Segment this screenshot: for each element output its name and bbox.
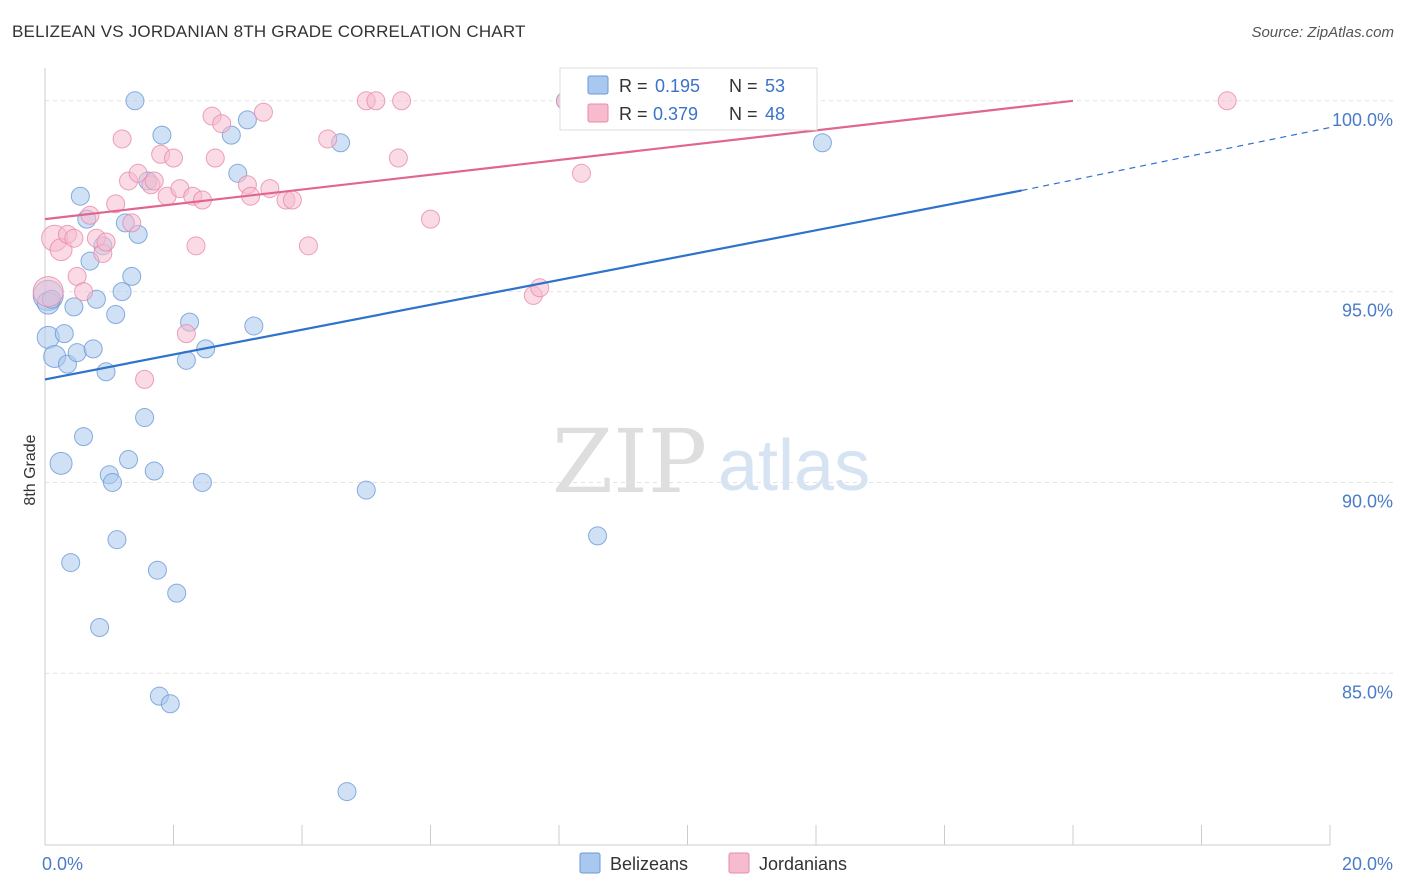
data-points xyxy=(32,91,1237,802)
legend-n-value-belizean: 53 xyxy=(765,76,785,96)
legend-r-label-jordanian: R = xyxy=(619,104,648,124)
point-jordanian xyxy=(318,129,338,149)
source-credit: Source: ZipAtlas.com xyxy=(1251,24,1394,41)
trend-extension-belizean xyxy=(1021,126,1331,192)
point-jordanian xyxy=(64,228,84,248)
legend-box: R = 0.195 N = 53 R = 0.379 N = 48 xyxy=(559,67,818,131)
bottom-legend: Belizeans Jordanians xyxy=(579,852,847,874)
watermark-zip: ZIP xyxy=(552,410,707,513)
point-jordanian xyxy=(571,163,591,183)
point-belizean xyxy=(152,125,172,145)
point-jordanian xyxy=(392,91,412,111)
point-belizean xyxy=(144,461,164,481)
trend-line-belizean xyxy=(44,189,1022,381)
point-belizean xyxy=(147,560,167,580)
point-belizean xyxy=(192,472,212,492)
legend-r-value-belizean: 0.195 xyxy=(655,76,700,96)
y-axis-label: 8th Grade xyxy=(22,434,39,505)
point-belizean xyxy=(337,782,357,802)
x-tick-label: 0.0% xyxy=(42,854,83,874)
point-jordanian xyxy=(421,209,440,229)
watermark-atlas: atlas xyxy=(718,426,870,506)
legend-r-value-jordanian: 0.379 xyxy=(653,104,698,124)
bottom-legend-swatch-jordanians xyxy=(728,852,750,874)
point-belizean xyxy=(237,110,257,130)
trend-lines xyxy=(44,99,1331,381)
point-jordanian xyxy=(282,190,302,210)
point-jordanian xyxy=(135,369,155,389)
point-belizean xyxy=(119,450,139,470)
point-belizean xyxy=(160,694,180,714)
point-belizean xyxy=(54,324,74,344)
chart-title: BELIZEAN VS JORDANIAN 8TH GRADE CORRELAT… xyxy=(12,22,526,41)
bottom-legend-belizeans: Belizeans xyxy=(610,854,688,874)
point-jordanian xyxy=(176,324,196,344)
bottom-legend-swatch-belizeans xyxy=(579,852,601,874)
point-jordanian xyxy=(212,114,232,134)
point-belizean xyxy=(244,316,264,336)
point-jordanian xyxy=(96,232,116,252)
point-belizean xyxy=(812,133,832,153)
point-belizean xyxy=(74,427,94,447)
point-jordanian xyxy=(112,129,132,149)
point-jordanian xyxy=(74,282,94,302)
axes: 100.0% 95.0% 90.0% 85.0% 0.0% 20.0% xyxy=(42,68,1393,874)
y-tick-label: 90.0% xyxy=(1342,491,1393,511)
point-belizean xyxy=(64,297,84,317)
point-belizean xyxy=(70,186,90,206)
point-jordanian xyxy=(106,194,126,214)
point-belizean xyxy=(102,472,122,492)
point-belizean xyxy=(67,343,87,363)
point-belizean xyxy=(90,617,110,637)
bottom-legend-jordanians: Jordanians xyxy=(759,854,847,874)
point-jordanian xyxy=(164,148,183,168)
point-belizean xyxy=(588,526,608,546)
point-belizean xyxy=(125,91,145,111)
point-jordanian xyxy=(186,236,206,256)
point-jordanian xyxy=(1217,91,1237,111)
point-jordanian xyxy=(253,102,273,122)
point-belizean xyxy=(112,282,132,302)
trend-line-jordanian xyxy=(44,99,1074,221)
point-belizean xyxy=(49,451,73,475)
x-tick-label: 20.0% xyxy=(1342,854,1393,874)
legend-n-label-jordanian: N = xyxy=(729,104,758,124)
legend-n-value-jordanian: 48 xyxy=(765,104,785,124)
point-belizean xyxy=(356,480,376,500)
legend-n-label-belizean: N = xyxy=(729,76,758,96)
point-belizean xyxy=(135,408,155,428)
point-belizean xyxy=(107,530,127,550)
y-tick-label: 85.0% xyxy=(1342,682,1393,702)
legend-r-label-belizean: R = xyxy=(619,76,648,96)
y-tick-label: 95.0% xyxy=(1342,301,1393,321)
point-belizean xyxy=(122,266,142,286)
legend-swatch-jordanian xyxy=(587,103,609,123)
point-belizean xyxy=(61,553,81,573)
point-jordanian xyxy=(205,148,225,168)
y-tick-label: 100.0% xyxy=(1332,110,1393,130)
legend-swatch-belizean xyxy=(587,75,609,95)
point-jordanian xyxy=(388,148,408,168)
point-jordanian xyxy=(366,91,386,111)
point-jordanian xyxy=(128,163,148,183)
point-belizean xyxy=(167,583,187,603)
point-jordanian xyxy=(122,213,142,233)
point-jordanian xyxy=(32,276,64,308)
point-jordanian xyxy=(144,171,164,191)
point-belizean xyxy=(106,305,126,325)
point-jordanian xyxy=(298,236,318,256)
point-belizean xyxy=(83,339,103,359)
